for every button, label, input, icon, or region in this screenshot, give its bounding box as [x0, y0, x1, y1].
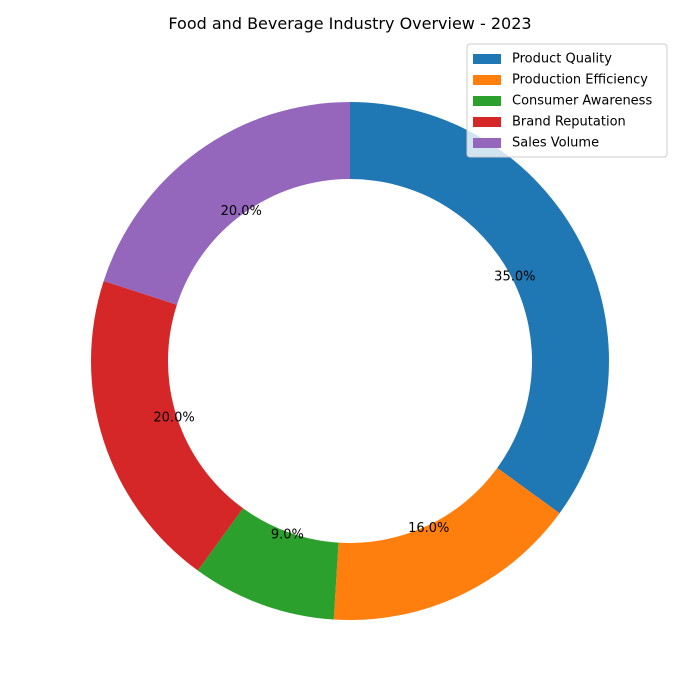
- pct-label-production-efficiency: 16.0%: [408, 521, 449, 536]
- pct-label-product-quality: 35.0%: [494, 270, 535, 285]
- legend-swatch-brand-reputation: [473, 117, 501, 127]
- legend-frame: [466, 43, 668, 158]
- legend-swatch-product-quality: [473, 54, 501, 64]
- legend-swatch-production-efficiency: [473, 75, 501, 85]
- slice-product-quality: [350, 102, 609, 514]
- legend-label-product-quality: Product Quality: [512, 52, 612, 67]
- chart-title: Food and Beverage Industry Overview - 20…: [168, 14, 531, 33]
- pct-label-sales-volume: 20.0%: [221, 204, 262, 219]
- legend-swatch-sales-volume: [473, 138, 501, 148]
- slice-sales-volume: [103, 102, 350, 305]
- percent-labels: 35.0% 16.0% 9.0% 20.0% 20.0%: [153, 204, 535, 543]
- donut-slices: [91, 102, 609, 620]
- pct-label-brand-reputation: 20.0%: [153, 411, 194, 426]
- legend-label-sales-volume: Sales Volume: [512, 136, 599, 151]
- slice-brand-reputation: [91, 280, 244, 571]
- legend-label-consumer-awareness: Consumer Awareness: [512, 94, 652, 109]
- legend-label-production-efficiency: Production Efficiency: [512, 73, 648, 88]
- legend-swatch-consumer-awareness: [473, 96, 501, 106]
- legend-label-brand-reputation: Brand Reputation: [512, 115, 626, 130]
- slice-production-efficiency: [333, 467, 560, 620]
- slice-consumer-awareness: [197, 508, 339, 620]
- pct-label-consumer-awareness: 9.0%: [271, 528, 304, 543]
- legend: Product Quality Production Efficiency Cons…: [466, 43, 668, 158]
